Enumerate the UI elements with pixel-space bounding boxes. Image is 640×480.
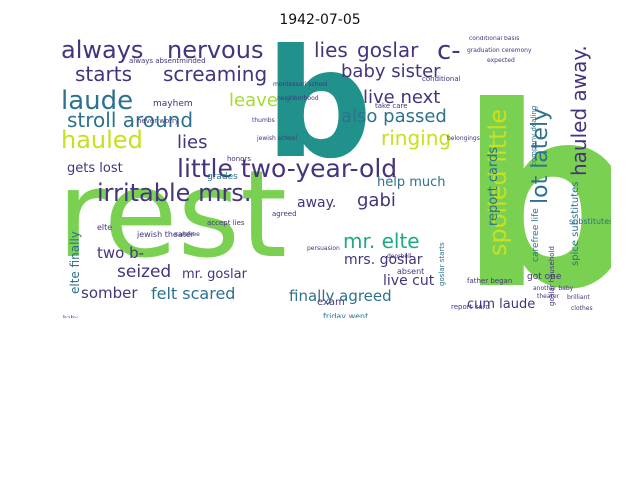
cloud-word: got one	[527, 272, 562, 282]
cloud-word: carefree life	[531, 208, 541, 262]
cloud-word: accept lies	[207, 219, 245, 227]
figure-title: 1942-07-05	[279, 12, 361, 28]
cloud-word: conditional basis	[469, 36, 520, 42]
cloud-word: baby sister	[341, 61, 441, 82]
cloud-word: c-	[437, 36, 461, 66]
cloud-word: doorbell	[387, 253, 412, 260]
cloud-word: stroll around	[67, 108, 194, 132]
cloud-word: neighborhood	[277, 95, 319, 102]
cloud-word: brilliant	[567, 294, 590, 301]
cloud-word: agreed	[272, 210, 297, 218]
cloud-word: ringing	[381, 126, 452, 150]
cloud-word: felt scared	[151, 284, 236, 303]
cloud-word: jewish theater	[137, 230, 195, 239]
cloud-word: company dealing	[530, 105, 538, 166]
cloud-word: gets lost	[67, 161, 123, 176]
cloud-word: gabi	[357, 190, 396, 211]
cloud-word: help much	[377, 175, 446, 190]
cloud-word: away.	[297, 195, 337, 211]
cloud-word: report card	[451, 303, 490, 311]
cloud-word: lies	[314, 38, 348, 62]
cloud-word: exam	[317, 297, 345, 308]
cloud-word: leave	[229, 90, 278, 111]
cloud-word: friday went	[323, 312, 369, 319]
cloud-word: persuasion	[307, 245, 340, 252]
cloud-word: absent	[397, 267, 425, 276]
cloud-word: honors	[227, 155, 251, 163]
cloud-word: report cards	[486, 146, 501, 226]
cloud-word: expected	[487, 57, 515, 64]
cloud-word: mayhem	[153, 99, 193, 109]
cloud-word: clothes	[571, 305, 593, 312]
cloud-word: seized	[117, 262, 172, 282]
cloud-word: screaming	[163, 62, 268, 86]
cloud-word: b	[459, 53, 611, 319]
word-cloud: rest b b little two-year-old always nervous li…	[57, 36, 611, 318]
cloud-word: conditional	[422, 75, 461, 83]
cloud-word: never worry	[137, 117, 180, 125]
cloud-word: father began	[467, 277, 513, 285]
cloud-word: finally agreed	[289, 287, 392, 305]
cloud-word: montessori school	[273, 81, 328, 88]
cloud-word: another baby	[533, 285, 574, 292]
cloud-word: irritable mrs.	[97, 179, 252, 207]
cloud-word: nervous	[167, 36, 264, 64]
cloud-word: mr. elte	[343, 229, 420, 253]
cloud-word: mrs. goslar	[344, 252, 423, 268]
cloud-word: jewish school	[257, 135, 298, 142]
cloud-word: little two-year-old	[177, 154, 398, 183]
cloud-word: goslar	[357, 38, 419, 62]
cloud-word: goslar starts	[438, 242, 446, 286]
cloud-word: take care	[375, 102, 408, 110]
cloud-word: rest	[57, 146, 288, 285]
cloud-word: belongings	[447, 135, 480, 142]
cloud-word: elte finally	[68, 231, 82, 294]
cloud-word: starts	[75, 62, 133, 86]
cloud-word: laude	[61, 86, 134, 116]
cloud-word: lies	[177, 132, 208, 153]
cloud-word: theater	[537, 293, 560, 300]
cloud-word: cum laude	[467, 297, 536, 312]
cloud-word: live next	[363, 87, 441, 108]
cloud-word: thumbs	[252, 117, 275, 124]
cloud-word: mr. goslar	[182, 267, 247, 282]
cloud-word: two b-	[97, 244, 145, 262]
cloud-word: b	[265, 36, 373, 192]
cloud-word: baby	[63, 316, 78, 319]
cloud-word: somber	[81, 284, 138, 302]
cloud-word: hauled	[61, 126, 143, 154]
cloud-word: always	[61, 36, 144, 64]
cloud-word: hauled away.	[567, 45, 591, 176]
cloud-word: graduation ceremony	[467, 47, 532, 54]
cloud-word: substitutes	[569, 217, 611, 226]
cloud-word: elte	[97, 223, 113, 232]
cloud-word: grades	[207, 172, 238, 182]
cloud-word: live cut	[383, 273, 435, 289]
cloud-word: always absentminded	[129, 57, 206, 65]
cloud-word: also passed	[341, 106, 447, 127]
cloud-word: carefree	[175, 231, 200, 238]
